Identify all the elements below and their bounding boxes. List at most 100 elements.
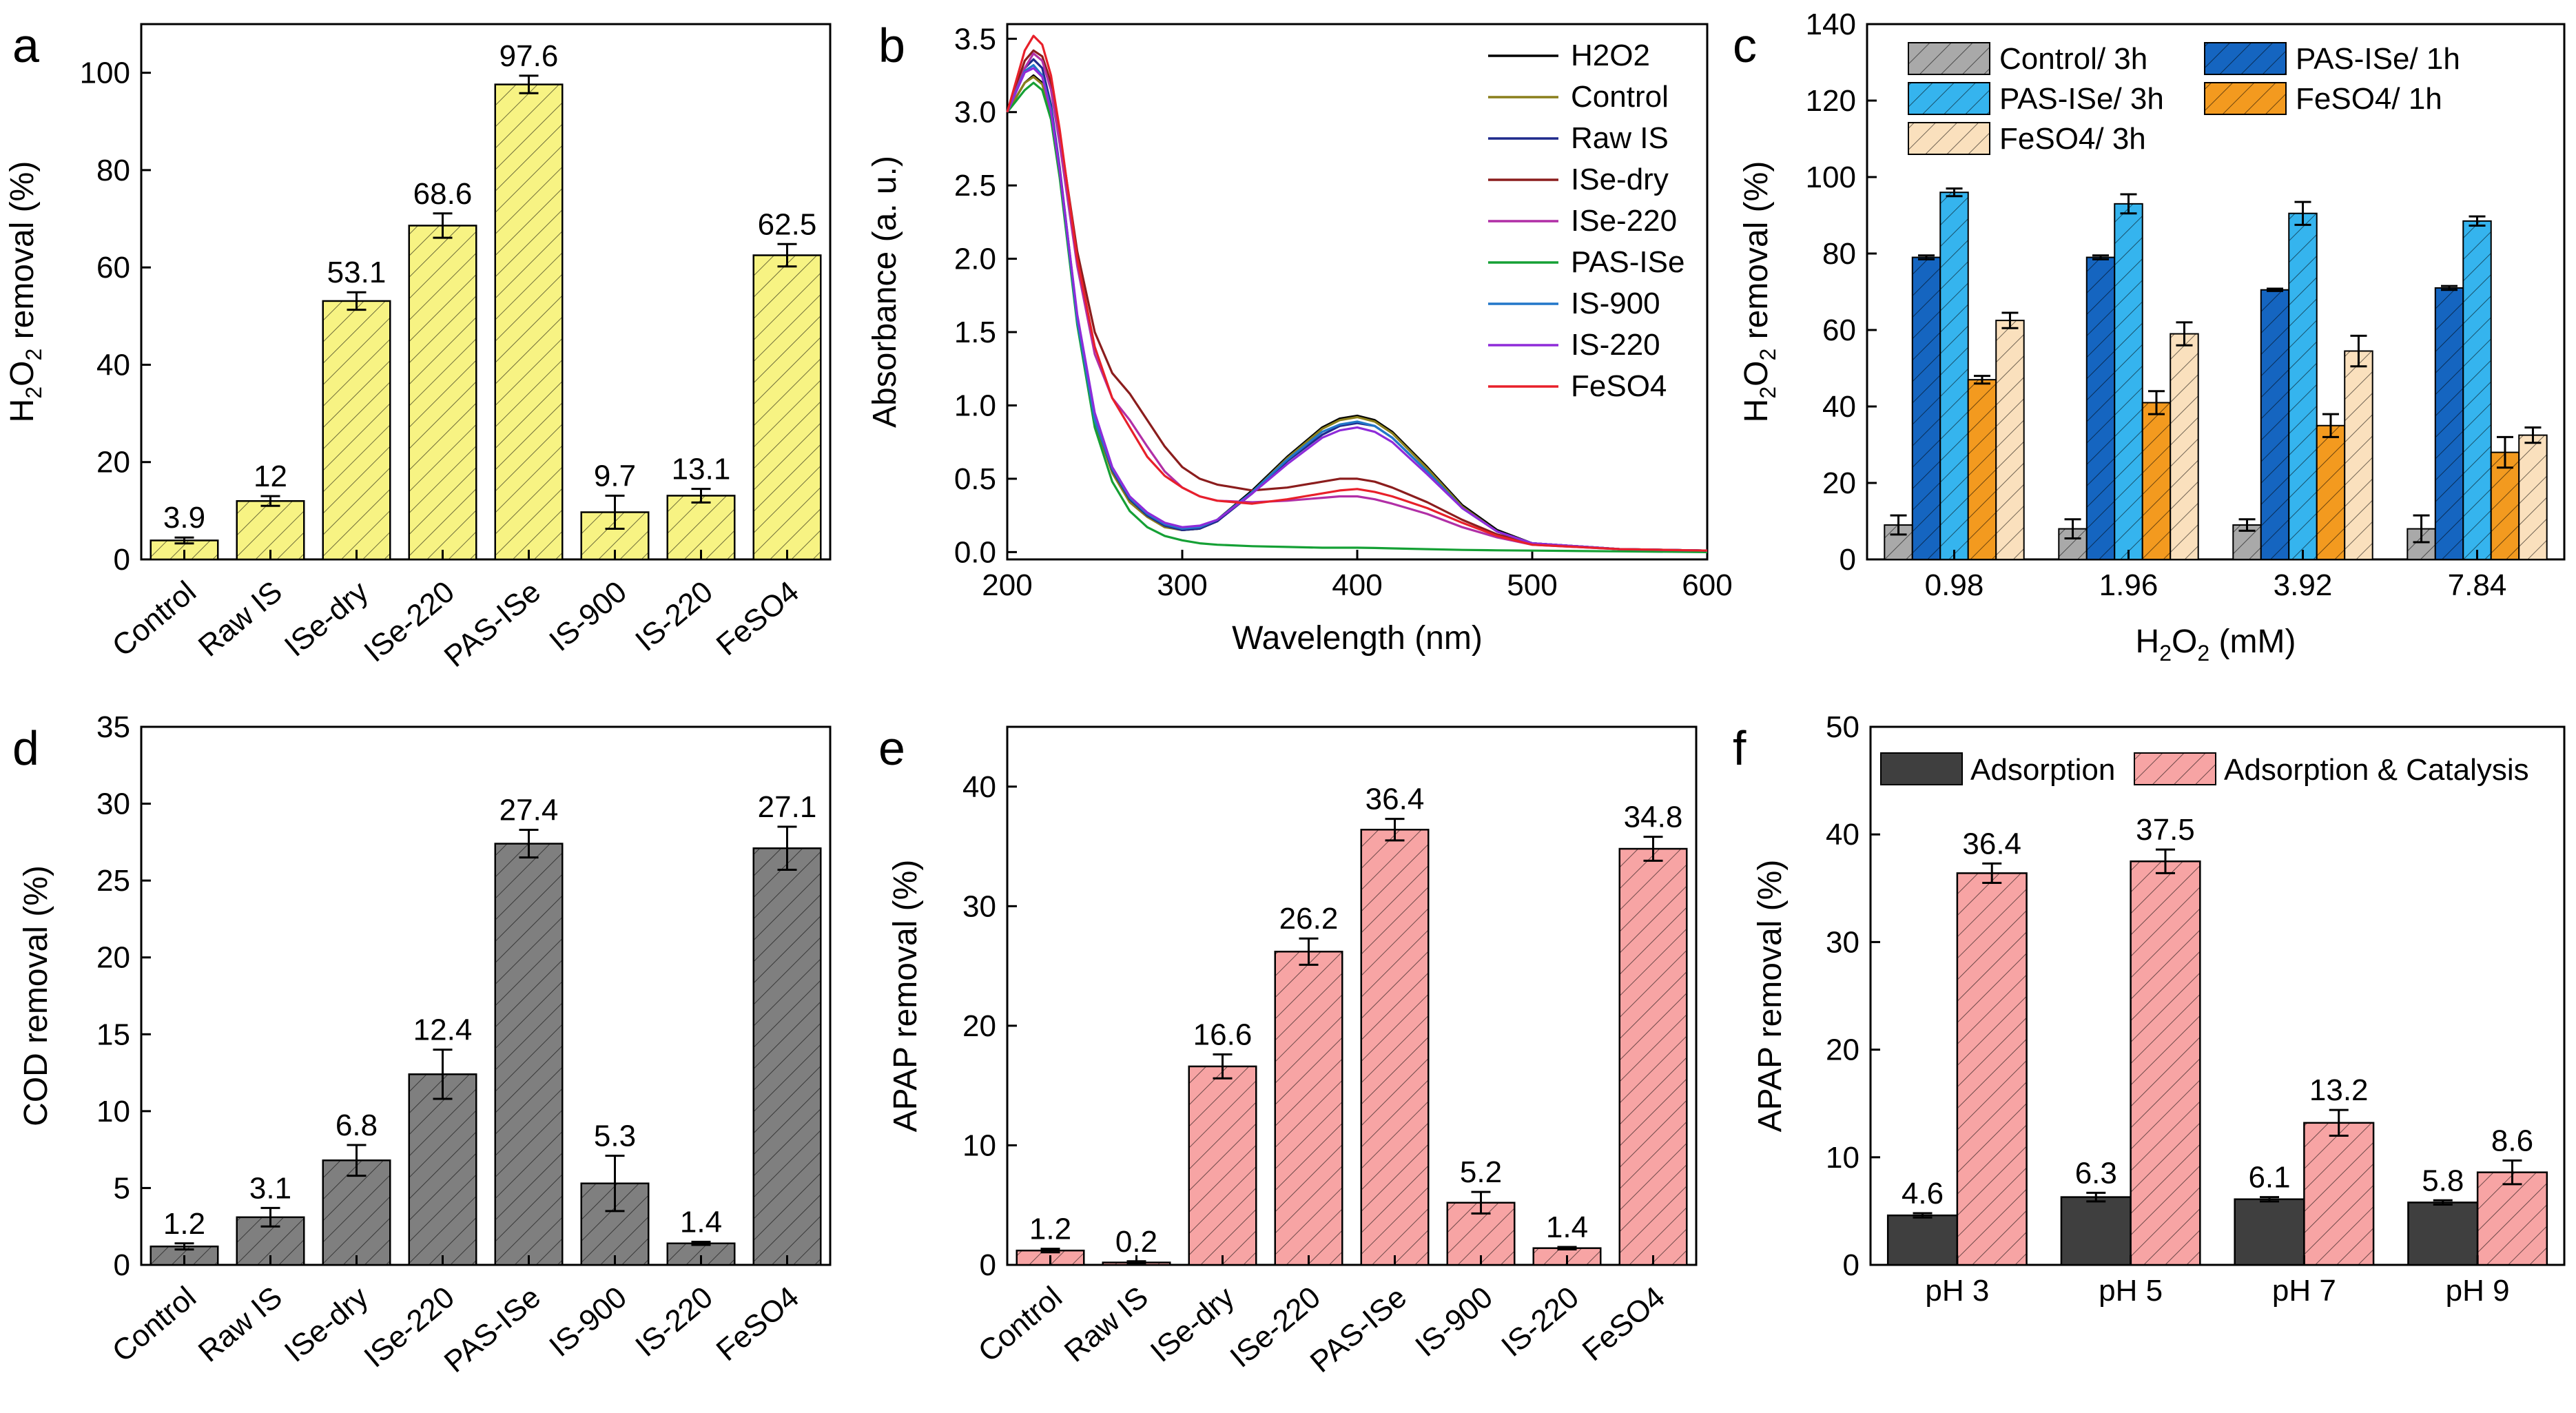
panel-b-ytick-label: 3.0 bbox=[954, 96, 996, 130]
legend-swatch-c-4 bbox=[1908, 122, 1990, 155]
xtick-label-d-2: ISe-dry bbox=[278, 1280, 375, 1369]
data-label-f-1-1: 37.5 bbox=[2136, 813, 2195, 847]
xtick-label-a-7: FeSO4 bbox=[710, 575, 805, 662]
bar-e-4 bbox=[1360, 829, 1430, 1266]
bar-c-2-0 bbox=[1939, 192, 1969, 560]
panel-d-ytick-label: 20 bbox=[96, 941, 130, 975]
data-label-a-4: 97.6 bbox=[499, 39, 559, 73]
panel-f-ytick-label: 10 bbox=[1826, 1141, 1859, 1175]
bar-f-0-2 bbox=[2234, 1198, 2305, 1266]
bar-c-1-2 bbox=[2260, 289, 2290, 560]
panel-b-xtick-label: 600 bbox=[1682, 568, 1732, 602]
panel-c-xlabel-part: 2 bbox=[2197, 641, 2209, 666]
panel-a-ylabel: H2O2 removal (%) bbox=[4, 161, 46, 423]
legend-swatch-c-2 bbox=[1908, 82, 1990, 115]
legend-label-c-3: FeSO4/ 1h bbox=[2296, 82, 2442, 116]
legend-label-H2O2: H2O2 bbox=[1571, 39, 1650, 72]
xtick-label-a-1: Raw IS bbox=[192, 575, 289, 663]
data-label-d-2: 6.8 bbox=[336, 1108, 378, 1142]
bar-e-2 bbox=[1188, 1065, 1257, 1266]
legend-swatch-c-0 bbox=[1908, 42, 1990, 75]
panel-a-ylabel-part: removal (%) bbox=[4, 161, 41, 349]
panel-d-ytick-label: 25 bbox=[96, 864, 130, 898]
bar-c-4-3 bbox=[2518, 434, 2548, 560]
data-label-e-1: 0.2 bbox=[1115, 1225, 1157, 1259]
legend-label-f-1: Adsorption & Catalysis bbox=[2224, 753, 2529, 787]
bar-a-3 bbox=[408, 225, 477, 561]
panel-f-axes-frame bbox=[1869, 725, 2566, 1266]
bar-e-7 bbox=[1618, 847, 1688, 1266]
panel-a-ytick-label: 100 bbox=[80, 56, 130, 90]
series-line-FeSO4 bbox=[1006, 34, 1708, 552]
xtick-label-e-0: Control bbox=[972, 1280, 1069, 1369]
bar-a-1 bbox=[236, 499, 305, 561]
panel-c-ytick-label: 40 bbox=[1822, 390, 1856, 424]
bar-c-3-2 bbox=[2316, 424, 2346, 560]
data-label-a-7: 62.5 bbox=[758, 207, 817, 241]
xtick-label-e-5: IS-900 bbox=[1409, 1280, 1499, 1363]
panel-a-ytick-label: 60 bbox=[96, 251, 130, 285]
data-label-d-0: 1.2 bbox=[163, 1207, 205, 1241]
panel-c-xlabel-part: H bbox=[2136, 623, 2160, 660]
data-label-f-0-3: 5.8 bbox=[2422, 1164, 2464, 1197]
data-label-d-5: 5.3 bbox=[594, 1120, 636, 1153]
legend-label-IS-220: IS-220 bbox=[1571, 328, 1660, 362]
panel-d: 0 5 10 15 20 25 30 35 1.2 Control 3.1 Raw IS 6.8 ISe-… bbox=[12, 710, 832, 1379]
data-label-e-2: 16.6 bbox=[1193, 1018, 1253, 1052]
data-label-f-0-1: 6.3 bbox=[2075, 1156, 2117, 1190]
legend-label-ISe-220: ISe-220 bbox=[1571, 204, 1677, 238]
panel-f-ytick-label: 0 bbox=[1843, 1248, 1859, 1282]
panel-label-b: b bbox=[878, 19, 905, 72]
series-line-IS-220 bbox=[1006, 67, 1708, 552]
legend-label-ISe-dry: ISe-dry bbox=[1571, 163, 1669, 196]
panel-b: 0.0 0.5 1.0 1.5 2.0 2.5 3.0 3.5 200 300 400 500 600 H… bbox=[867, 19, 1733, 657]
xtick-label-e-1: Raw IS bbox=[1058, 1280, 1155, 1369]
xtick-label-e-4: PAS-ISe bbox=[1304, 1280, 1413, 1379]
bar-e-5 bbox=[1446, 1201, 1516, 1266]
bar-c-4-1 bbox=[2170, 333, 2199, 560]
bar-a-6 bbox=[666, 495, 736, 561]
bar-e-3 bbox=[1274, 951, 1343, 1266]
panel-a-ylabel-part: O bbox=[4, 361, 41, 386]
panel-c-ytick-label: 60 bbox=[1822, 313, 1856, 347]
panel-a-axes-frame bbox=[140, 23, 832, 561]
panel-e-ytick-label: 30 bbox=[962, 889, 996, 923]
legend-label-PAS-ISe: PAS-ISe bbox=[1571, 245, 1684, 279]
panel-c-ylabel-part: H bbox=[1738, 399, 1775, 423]
data-label-a-3: 68.6 bbox=[413, 177, 473, 211]
bar-d-3 bbox=[408, 1073, 477, 1266]
xtick-label-a-5: IS-900 bbox=[543, 575, 633, 658]
panel-d-axes-frame bbox=[140, 725, 832, 1266]
panel-c-xlabel: H2O2 (mM) bbox=[2136, 623, 2296, 666]
xtick-label-c-1: 1.96 bbox=[2099, 568, 2158, 602]
data-label-e-4: 36.4 bbox=[1366, 783, 1425, 816]
data-label-d-1: 3.1 bbox=[249, 1171, 291, 1205]
bar-a-4 bbox=[494, 83, 564, 561]
panel-b-ytick-label: 0.5 bbox=[954, 462, 996, 496]
data-label-e-5: 5.2 bbox=[1460, 1155, 1502, 1189]
legend-label-c-4: FeSO4/ 3h bbox=[1999, 122, 2146, 156]
data-label-d-4: 27.4 bbox=[499, 794, 559, 827]
legend-label-f-0: Adsorption bbox=[1970, 753, 2115, 787]
panel-b-xtick-label: 400 bbox=[1332, 568, 1382, 602]
panel-b-ytick-label: 1.0 bbox=[954, 389, 996, 422]
panel-c-ylabel-part: O bbox=[1738, 361, 1775, 386]
legend-swatch-c-1 bbox=[2204, 42, 2287, 75]
panel-f-ylabel: APAP removal (%) bbox=[1752, 860, 1789, 1133]
xtick-label-a-6: IS-220 bbox=[629, 575, 719, 658]
panel-c-ytick-label: 100 bbox=[1806, 161, 1856, 194]
panel-e-axes-frame bbox=[1006, 725, 1698, 1266]
panel-c-ylabel-part: 2 bbox=[1755, 386, 1780, 399]
data-label-a-5: 9.7 bbox=[594, 459, 636, 493]
panel-label-d: d bbox=[12, 721, 39, 775]
legend-label-IS-900: IS-900 bbox=[1571, 287, 1660, 320]
panel-c: 0 20 40 60 80 100 120 140 0.98 1.96 3.92 7.84 Contro… bbox=[1733, 8, 2566, 666]
bar-c-0-3 bbox=[2407, 528, 2436, 560]
panel-d-ytick-label: 5 bbox=[114, 1171, 130, 1205]
panel-b-ytick-label: 2.5 bbox=[954, 169, 996, 203]
bar-c-1-1 bbox=[2085, 256, 2116, 560]
panel-b-ytick-label: 1.5 bbox=[954, 316, 996, 349]
panel-label-a: a bbox=[12, 19, 39, 72]
xtick-label-f-3: pH 9 bbox=[2446, 1274, 2510, 1308]
